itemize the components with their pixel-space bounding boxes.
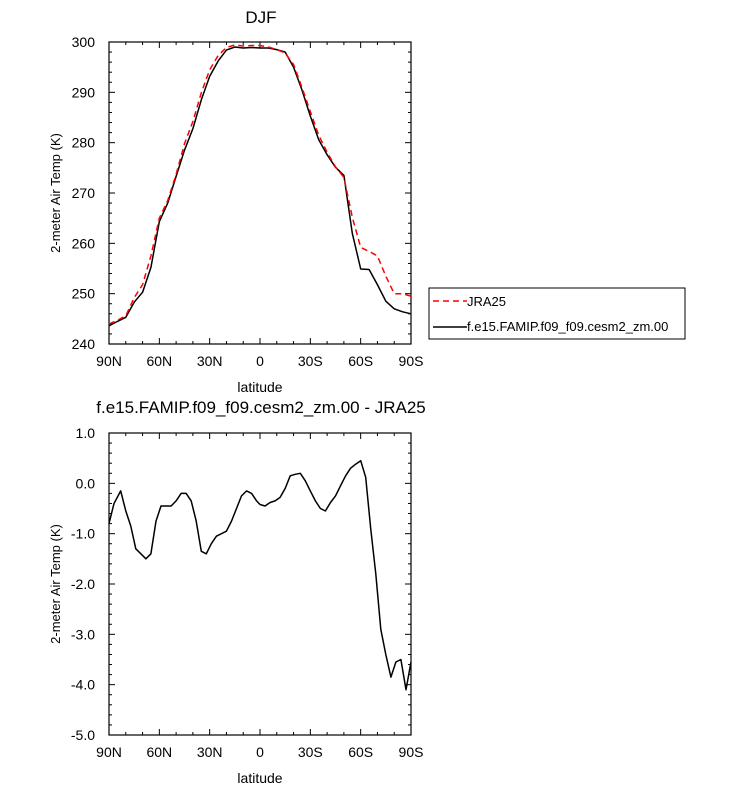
bottom-x-tick-label: 90N [96,744,122,760]
top-x-tick-label: 60N [146,353,172,369]
bottom-y-ticks: 1.0 0.0 -1.0 -2.0 -3.0 -4.0 -5.0 [71,425,411,743]
bottom-y-tick-label: 1.0 [76,425,96,441]
top-title: DJF [245,8,276,27]
top-y-tick-label: 300 [72,34,96,50]
top-plot-frame [108,41,412,345]
bottom-x-tick-label: 30S [298,744,323,760]
bottom-title: f.e15.FAMIP.f09_f09.cesm2_zm.00 - JRA25 [96,398,425,417]
top-panel: DJF 90N 60N 30N 0 30S 60S 90S 2402502602702802… [48,8,423,395]
top-x-tick-label: 90N [96,353,122,369]
bottom-x-ticks: 90N 60N 30N 0 30S 60S 90S [96,433,423,760]
legend-label-jra25: JRA25 [467,294,506,309]
bottom-panel: f.e15.FAMIP.f09_f09.cesm2_zm.00 - JRA25 … [48,398,426,786]
bottom-y-tick-label: -5.0 [71,727,95,743]
bottom-series-line-difference [108,459,412,691]
top-y-tick-label: 280 [72,135,96,151]
top-y-tick-label: 260 [72,235,96,251]
bottom-x-tick-label: 60S [348,744,373,760]
bottom-x-tick-label: 0 [256,744,264,760]
top-x-tick-label: 30S [298,353,323,369]
bottom-x-tick-label: 30N [197,744,223,760]
top-y-tick-label: 250 [72,286,96,302]
top-x-ticks: 90N 60N 30N 0 30S 60S 90S [96,42,423,369]
bottom-x-tick-label: 90S [399,744,424,760]
bottom-y-tick-label: -1.0 [71,526,95,542]
top-y-tick-label: 290 [72,84,96,100]
top-x-tick-label: 30N [197,353,223,369]
bottom-y-tick-label: -3.0 [71,626,95,642]
bottom-y-axis-label: 2-meter Air Temp (K) [48,524,63,644]
bottom-x-axis-label: latitude [237,770,282,786]
bottom-series-lines [108,459,412,691]
legend-box [428,287,686,340]
bottom-y-tick-label: -2.0 [71,576,95,592]
bottom-y-tick-label: -4.0 [71,677,95,693]
bottom-y-tick-label: 0.0 [76,475,96,491]
legend: JRA25 f.e15.FAMIP.f09_f09.cesm2_zm.00 [428,287,686,340]
top-series-lines [108,44,412,327]
top-x-tick-label: 90S [399,353,424,369]
top-x-tick-label: 60S [348,353,373,369]
top-y-ticks: 240 250 260 270 280 290 300 [72,34,411,352]
top-series-line-jra25 [108,44,412,325]
legend-label-cesm2: f.e15.FAMIP.f09_f09.cesm2_zm.00 [467,319,668,334]
top-y-tick-label: 240 [72,336,96,352]
top-series-line-f-e15-famip-f09-f09-cesm2-zm-00 [108,46,412,327]
top-y-axis-label: 2-meter Air Temp (K) [48,133,63,253]
top-y-tick-label: 270 [72,185,96,201]
top-x-tick-label: 0 [256,353,264,369]
bottom-x-tick-label: 60N [146,744,172,760]
top-x-axis-label: latitude [237,379,282,395]
